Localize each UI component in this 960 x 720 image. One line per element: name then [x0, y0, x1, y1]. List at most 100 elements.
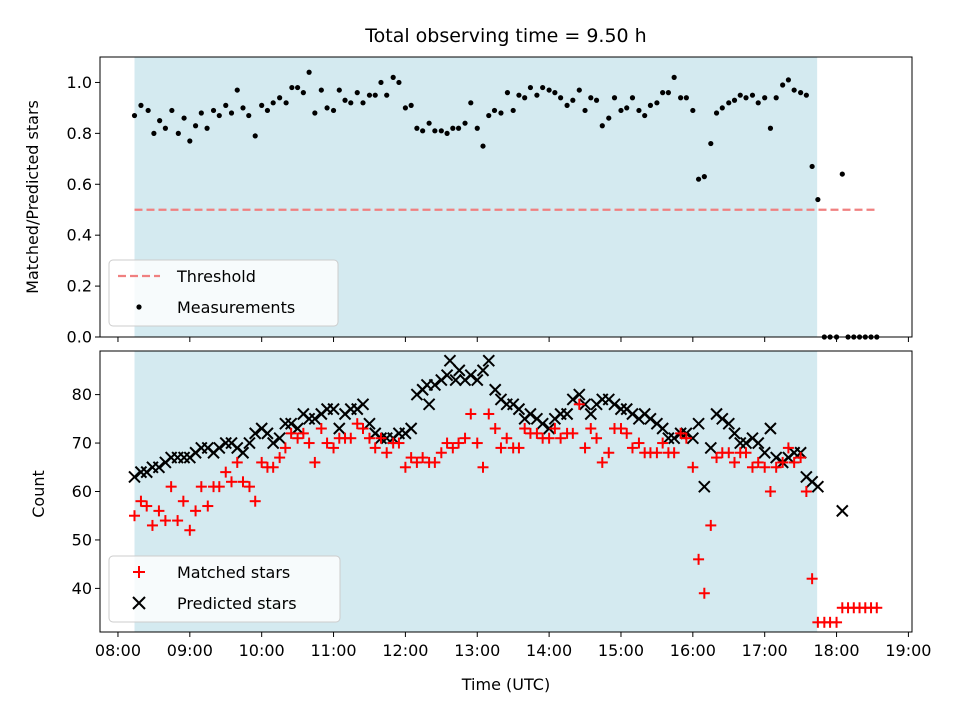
matched-star-point	[202, 500, 214, 512]
measurement-point	[157, 118, 163, 124]
predicted-star-point	[704, 441, 718, 455]
measurement-point	[510, 107, 516, 114]
measurement-point	[342, 97, 348, 103]
measurement-point	[611, 95, 618, 101]
measurement-point	[426, 120, 432, 126]
predicted-star-point	[213, 441, 226, 455]
matched-star-point	[357, 423, 369, 435]
matched-star-point	[243, 481, 255, 493]
matched-star-point	[723, 447, 735, 459]
measurement-point	[540, 84, 546, 91]
matched-star-point	[345, 432, 357, 444]
measurement-point	[468, 100, 474, 106]
matched-star-point	[483, 408, 495, 420]
measurement-point	[408, 102, 414, 108]
measurement-point	[181, 115, 187, 121]
predicted-star-point	[542, 422, 556, 435]
matched-star-point	[441, 437, 453, 449]
matched-star-point	[393, 437, 405, 449]
measurement-point	[683, 95, 689, 101]
predicted-star-point	[363, 417, 376, 430]
measurement-point	[647, 102, 654, 108]
matched-star-point	[399, 461, 411, 473]
matched-star-point	[447, 442, 459, 454]
measurement-point	[719, 105, 725, 111]
matched-star-point	[729, 456, 741, 468]
matched-star-point	[369, 442, 381, 454]
measurement-point	[372, 92, 378, 98]
measurement-point	[366, 92, 373, 98]
measurement-point	[384, 92, 390, 98]
measurement-point	[234, 87, 240, 93]
predicted-star-point	[128, 470, 141, 484]
matched-star-point	[231, 456, 243, 468]
matched-star-point	[315, 423, 327, 435]
x-tick-label: 11:00	[310, 641, 356, 660]
matched-star-point	[657, 437, 669, 449]
predicted-star-point	[327, 402, 340, 416]
measurement-point	[486, 112, 492, 119]
measurement-point	[246, 112, 252, 119]
matched-star-point	[489, 423, 501, 435]
measurement-point	[216, 112, 222, 119]
measurement-point	[175, 130, 181, 136]
measurement-point	[360, 100, 366, 106]
measurement-point	[791, 87, 797, 93]
x-tick-label: 09:00	[167, 641, 213, 660]
matched-star-point	[292, 432, 304, 444]
predicted-star-point	[734, 436, 747, 450]
measurement-point	[690, 107, 696, 114]
measurement-point	[695, 176, 702, 182]
y-tick-label: 0.8	[67, 124, 92, 143]
measurement-point	[527, 84, 534, 91]
measurement-point	[839, 171, 845, 177]
measurement-point	[270, 100, 276, 106]
y-tick-label: 0.4	[67, 226, 92, 245]
matched-star-point	[871, 602, 883, 614]
matched-star-point	[621, 427, 633, 439]
predicted-star-point	[566, 393, 580, 406]
measurement-point	[169, 107, 175, 114]
predicted-star-point	[608, 398, 621, 411]
ratio-y-axis-label: Matched/Predicted stars	[23, 100, 42, 294]
predicted-star-point	[584, 407, 598, 421]
measurement-point	[240, 105, 246, 111]
matched-star-point	[405, 452, 417, 464]
ratio-panel: 0.0 0.2 0.4 0.6 0.8 1.0 Matched/Predicted sta…	[23, 56, 913, 347]
matched-star-point	[549, 423, 561, 435]
matched-star-point	[777, 456, 789, 468]
predicted-star-point	[482, 354, 495, 367]
measurement-point	[432, 128, 438, 134]
measurement-point	[743, 95, 749, 101]
predicted-star-point	[243, 436, 256, 450]
measurement-point	[438, 128, 444, 134]
measurement-point	[354, 90, 360, 96]
measurement-point	[576, 87, 582, 93]
measurement-point	[348, 100, 354, 106]
predicted-star-point	[614, 402, 628, 416]
measurement-point	[599, 123, 605, 129]
predicted-star-point	[811, 480, 825, 493]
matched-stars-legend-label: Matched stars	[177, 563, 290, 582]
matched-star-point	[519, 423, 531, 435]
matched-star-point	[477, 461, 489, 473]
x-tick-label: 17:00	[742, 641, 788, 660]
predicted-star-point	[308, 412, 322, 426]
measurement-point	[462, 120, 468, 126]
y-tick-label: 0.6	[67, 175, 92, 194]
predicted-star-point	[449, 373, 462, 387]
predicted-star-point	[716, 412, 729, 426]
predicted-star-point	[489, 383, 502, 396]
counts-y-axis-label: Count	[29, 470, 48, 518]
matched-star-point	[435, 447, 447, 459]
matched-star-point	[746, 461, 758, 473]
x-tick-label: 18:00	[813, 641, 859, 660]
matched-star-point	[309, 456, 321, 468]
predicted-star-point	[656, 422, 669, 435]
matched-star-point	[573, 398, 585, 410]
matched-star-point	[381, 447, 393, 459]
matched-star-point	[603, 447, 615, 459]
predicted-star-point	[560, 407, 574, 421]
matched-star-point	[651, 447, 663, 459]
matched-star-point	[159, 515, 171, 527]
